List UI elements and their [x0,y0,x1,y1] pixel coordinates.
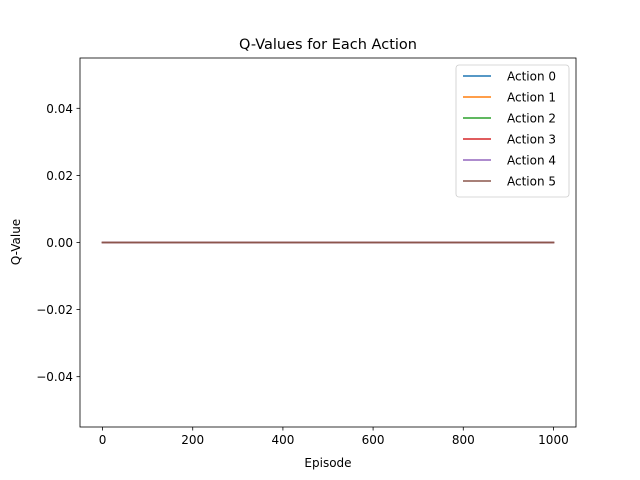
y-tick-label-0: −0.04 [36,370,73,384]
legend-label-action-5: Action 5 [507,175,556,189]
y-axis-label: Q-Value [9,219,23,265]
legend-label-action-1: Action 1 [507,91,556,105]
x-tick-label-600: 600 [362,433,385,447]
y-tick-label-4: 0.04 [46,102,73,116]
plot-area: 0 200 400 600 800 1000 −0.04 −0.02 0.00 0.02 0.04 [36,57,577,447]
legend-label-action-4: Action 4 [507,154,556,168]
legend-frame [455,64,570,198]
x-tick-label-400: 400 [271,433,294,447]
legend-label-action-2: Action 2 [507,112,556,126]
y-tick-label-3: 0.02 [46,169,73,183]
x-axis-label: Episode [304,456,351,470]
x-tick-label-0: 0 [99,433,107,447]
legend: Action 0 Action 1 Action 2 Action 3 Action 4… [455,64,570,198]
legend-label-action-3: Action 3 [507,133,556,147]
chart-title: Q-Values for Each Action [239,37,417,53]
x-tick-label-800: 800 [452,433,475,447]
x-tick-label-1000: 1000 [538,433,569,447]
y-tick-label-2: 0.00 [46,236,73,250]
x-tick-label-200: 200 [181,433,204,447]
legend-label-action-0: Action 0 [507,70,556,84]
y-tick-label-1: −0.02 [36,303,73,317]
